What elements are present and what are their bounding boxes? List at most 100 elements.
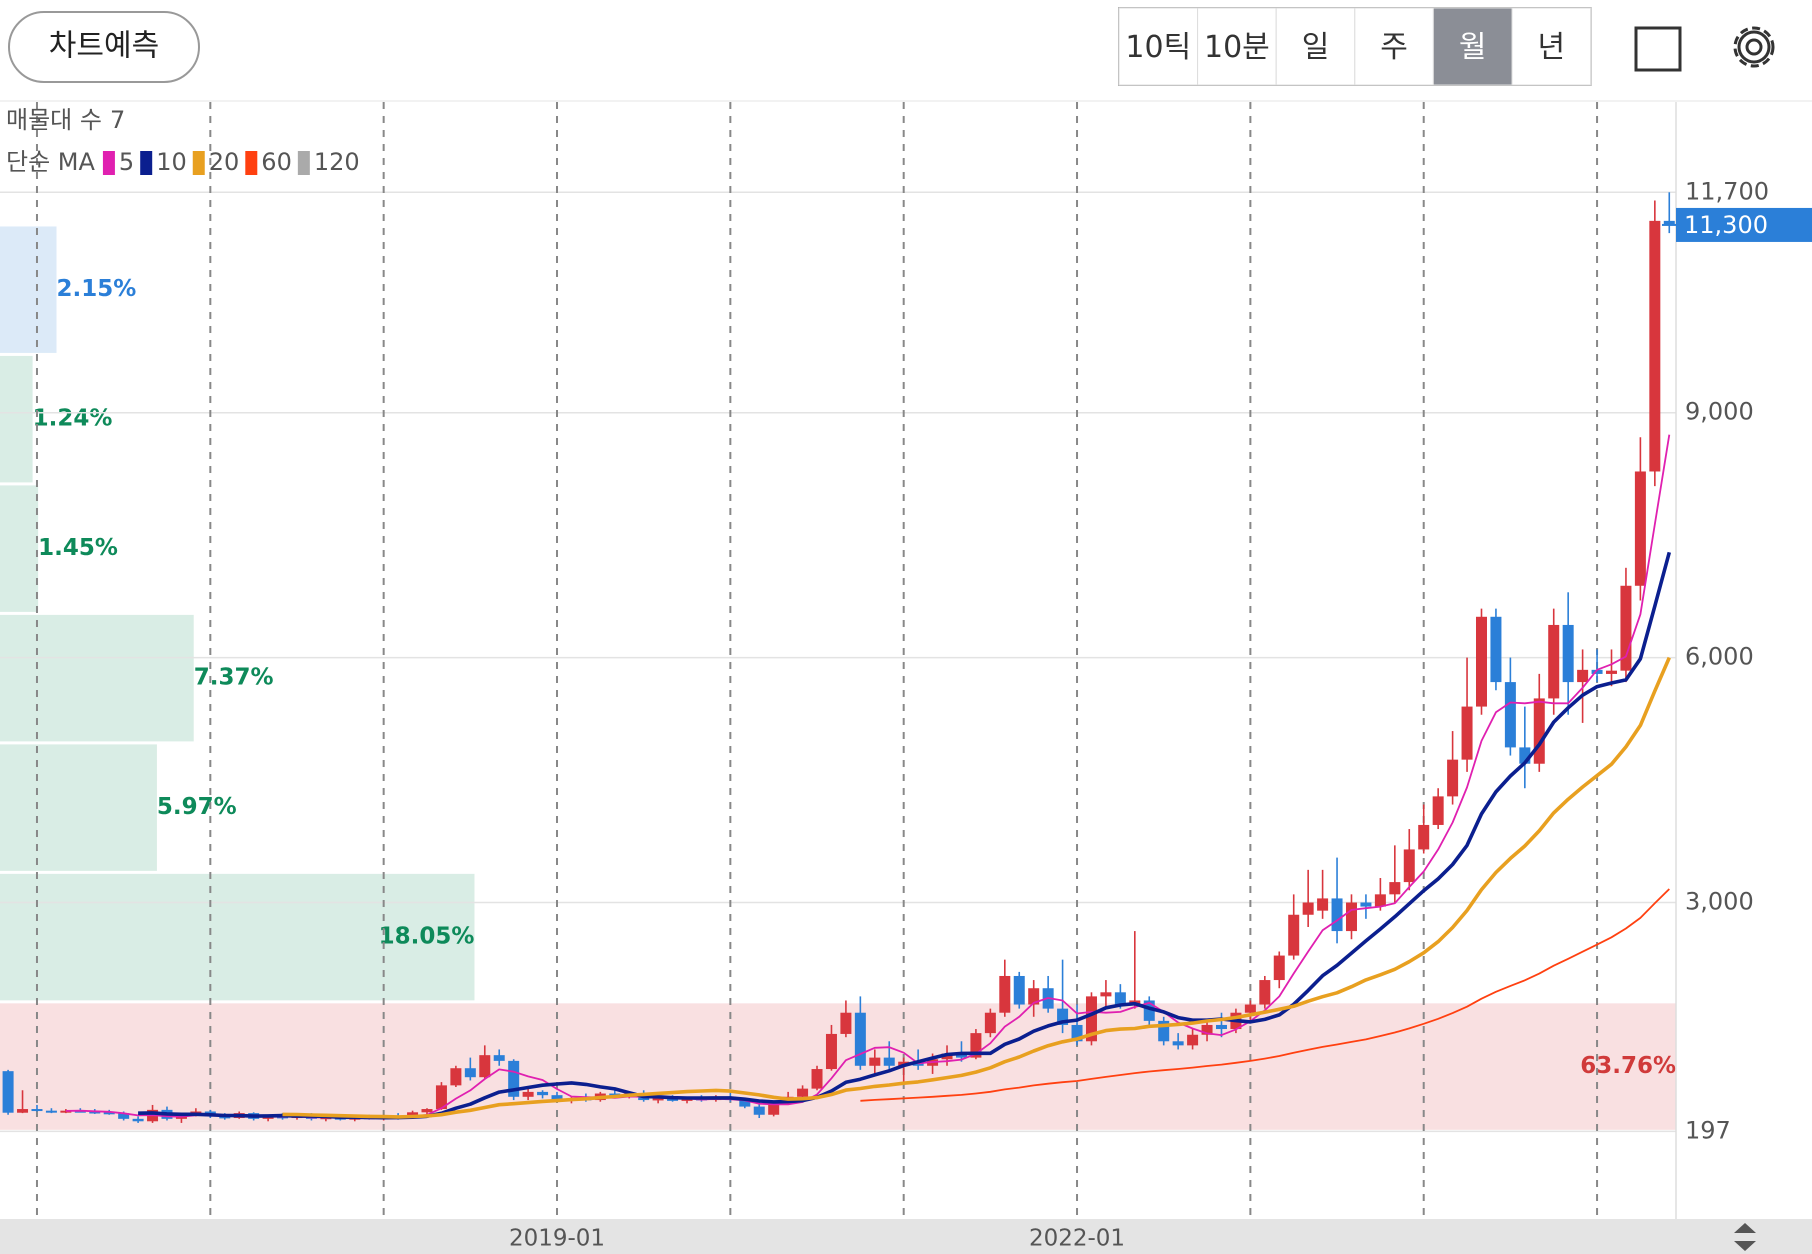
candle-body: [1461, 706, 1473, 760]
candle-body: [955, 1053, 967, 1058]
period-button[interactable]: [1354, 7, 1434, 86]
candle-body: [1302, 902, 1314, 915]
volume-profile-label: 매물대 수: [6, 106, 102, 134]
ma-legend-swatch: [245, 151, 258, 175]
candle-body: [1591, 669, 1603, 674]
candle-body: [1143, 1000, 1155, 1021]
candle-body: [1100, 992, 1112, 997]
candle-body: [1244, 1004, 1256, 1013]
y-tick-label: 11,700: [1685, 177, 1769, 205]
y-tick-label: 197: [1685, 1116, 1731, 1144]
candle-body: [811, 1069, 823, 1089]
candle-body: [1504, 682, 1516, 748]
candle-body: [479, 1055, 491, 1078]
candle-body: [739, 1100, 751, 1107]
candle-body: [421, 1109, 433, 1113]
moving-average-line: [860, 888, 1670, 1102]
moving-average-line: [282, 656, 1671, 1119]
fullscreen-icon[interactable]: [1634, 26, 1682, 72]
candle-body: [103, 1112, 115, 1115]
candle-body: [508, 1060, 520, 1097]
volume-profile-label: 63.76%: [1580, 1053, 1676, 1079]
ma-legend-swatch: [192, 151, 205, 175]
candle-body: [1649, 220, 1661, 472]
period-button[interactable]: [1432, 7, 1513, 86]
candle-body: [118, 1113, 130, 1119]
predict-button[interactable]: [8, 11, 200, 83]
candle-body: [1259, 980, 1271, 1005]
candle-body: [1057, 1008, 1069, 1025]
period-button[interactable]: [1275, 7, 1356, 86]
period-button[interactable]: [1197, 7, 1277, 86]
period-button[interactable]: [1511, 7, 1592, 86]
volume-profile-label: 5.97%: [157, 794, 237, 820]
volume-profile-bar: [0, 485, 39, 612]
candle-body: [320, 1117, 332, 1120]
candle-body: [1432, 796, 1444, 825]
candle-body: [652, 1098, 664, 1101]
period-selector: 10틱 10분 일 주 월 년: [1118, 7, 1592, 86]
candle-body: [1634, 471, 1646, 586]
candle-body: [1577, 669, 1589, 683]
candle-body: [1288, 914, 1300, 956]
candle-body: [1403, 849, 1415, 883]
last-price-label: 11,300: [1684, 211, 1768, 239]
settings-icon[interactable]: [1733, 26, 1775, 68]
candle-body: [450, 1068, 462, 1086]
scroll-icon[interactable]: [1734, 1223, 1756, 1251]
candle-body: [883, 1057, 895, 1066]
candle-body: [1620, 585, 1632, 671]
candle-body: [1475, 616, 1487, 707]
y-tick-label: 9,000: [1685, 398, 1754, 426]
period-button-label[interactable]: 10틱: [1125, 30, 1191, 65]
period-button-label[interactable]: 주: [1380, 30, 1408, 65]
candle-body: [1071, 1024, 1083, 1042]
volume-profile-label: 1.45%: [38, 535, 118, 561]
candle-body: [984, 1012, 996, 1034]
ma-legend-swatch: [102, 151, 115, 175]
volume-profile-bar: [0, 614, 194, 742]
volume-profile-bar: [0, 873, 475, 1001]
candle-body: [1418, 824, 1430, 850]
y-tick-label: 6,000: [1685, 643, 1754, 671]
volume-profile-bar: [0, 1003, 1676, 1130]
ma-legend-period: 5: [119, 148, 134, 176]
x-axis-strip: [0, 1219, 1812, 1254]
candle-body: [753, 1106, 765, 1115]
ma-legend: 5 10 20 60 120: [102, 148, 360, 176]
candle-body: [1490, 616, 1502, 683]
candle-body: [45, 1110, 57, 1113]
period-button-label[interactable]: 년: [1537, 30, 1565, 65]
candle-body: [1663, 220, 1675, 225]
candle-body: [1273, 955, 1285, 981]
candle-body: [1172, 1041, 1184, 1046]
candle-body: [60, 1110, 72, 1113]
predict-button-label[interactable]: 차트예측: [49, 29, 159, 64]
candle-body: [1215, 1024, 1227, 1030]
candle-body: [1187, 1034, 1199, 1046]
period-button-label[interactable]: 월: [1459, 30, 1487, 65]
period-button[interactable]: [1118, 7, 1199, 86]
candle-body: [493, 1055, 505, 1061]
candle-body: [1447, 759, 1459, 797]
plot-area: 63.76% 18.05% 5.97% 7.37% 1.45% 1.24% 2.15%: [0, 102, 1677, 1219]
candle-body: [435, 1085, 447, 1110]
candle-body: [1201, 1024, 1213, 1035]
candle-body: [89, 1111, 101, 1114]
candle-body: [768, 1103, 780, 1115]
candle-body: [464, 1068, 476, 1078]
volume-profile-count: 7: [110, 106, 125, 134]
volume-profile-label: 2.15%: [57, 276, 137, 302]
ma-legend-swatch: [140, 151, 153, 175]
candle-body: [1013, 975, 1025, 1005]
candle-body: [854, 1012, 866, 1066]
period-button-label[interactable]: 10분: [1204, 30, 1270, 65]
ma-legend-period: 120: [314, 148, 360, 176]
candle-body: [74, 1110, 86, 1113]
period-button-label[interactable]: 일: [1302, 30, 1330, 65]
candle-body: [1533, 698, 1545, 764]
x-tick-label: 2022-01: [1029, 1226, 1125, 1252]
ma-legend-period: 20: [209, 148, 240, 176]
candle-body: [1548, 624, 1560, 699]
candle-body: [797, 1088, 809, 1097]
